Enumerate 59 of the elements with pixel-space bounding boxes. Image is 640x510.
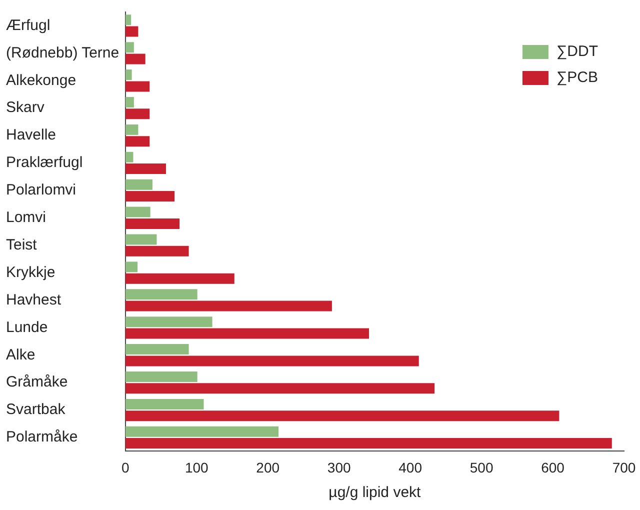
bar xyxy=(125,398,204,410)
y-tick-label: Havelle xyxy=(6,126,56,144)
bar xyxy=(125,426,279,437)
bar xyxy=(125,206,150,218)
x-tick-label: 700 xyxy=(612,459,636,476)
y-tick-label: Teist xyxy=(6,236,38,254)
x-tick-label: 0 xyxy=(121,459,130,476)
bar xyxy=(125,108,150,120)
bar xyxy=(125,289,198,300)
bar xyxy=(125,54,146,64)
x-tick-label: 400 xyxy=(398,459,422,476)
bar xyxy=(125,246,189,256)
bar xyxy=(125,81,150,92)
bar xyxy=(125,410,560,422)
y-tick-label: Svartbak xyxy=(6,401,66,418)
bar xyxy=(125,136,150,147)
bar xyxy=(125,70,132,80)
y-tick-label: Praklærfugl xyxy=(6,154,83,172)
y-tick-label: Skarv xyxy=(6,99,45,116)
bar xyxy=(125,262,138,272)
y-tick-label: Alkekonge xyxy=(6,72,76,89)
bar xyxy=(125,96,134,108)
y-tick-label: Alke xyxy=(6,346,36,364)
x-tick-label: 600 xyxy=(541,459,565,476)
bar xyxy=(125,179,152,190)
bar xyxy=(125,438,612,449)
y-tick-label: Polarmåke xyxy=(6,428,78,446)
bar xyxy=(125,191,175,202)
bar xyxy=(125,218,180,229)
bar xyxy=(125,356,419,366)
y-tick-label: Havhest xyxy=(6,291,62,308)
bar xyxy=(125,300,332,312)
bar xyxy=(125,234,157,245)
bar xyxy=(125,316,212,328)
bar xyxy=(125,152,134,162)
y-tick-label: Lunde xyxy=(6,318,48,336)
x-tick-label: 200 xyxy=(256,459,280,476)
x-tick-label: 100 xyxy=(184,459,209,476)
bar xyxy=(125,383,435,394)
x-tick-label: 500 xyxy=(470,459,494,476)
legend-label: ∑DDT xyxy=(556,43,598,60)
y-tick-label: Polarlomvi xyxy=(6,182,76,199)
y-tick-label: Lomvi xyxy=(6,209,46,226)
bar xyxy=(125,344,189,355)
y-tick-label: Krykkje xyxy=(6,264,56,281)
bar xyxy=(125,164,166,174)
bar xyxy=(125,42,134,53)
bar xyxy=(125,371,198,382)
bar xyxy=(125,26,138,37)
bar xyxy=(125,124,138,135)
bar xyxy=(125,328,369,339)
y-tick-label: Gråmåke xyxy=(6,374,68,391)
bar xyxy=(125,273,234,284)
y-tick-label: Ærfugl xyxy=(6,16,50,34)
y-tick-label: (Rødnebb) Terne xyxy=(6,44,120,62)
bar xyxy=(125,14,132,26)
legend-label: ∑PCB xyxy=(556,69,598,86)
x-axis-title: µg/g lipid vekt xyxy=(328,484,422,502)
x-tick-label: 300 xyxy=(327,459,351,476)
